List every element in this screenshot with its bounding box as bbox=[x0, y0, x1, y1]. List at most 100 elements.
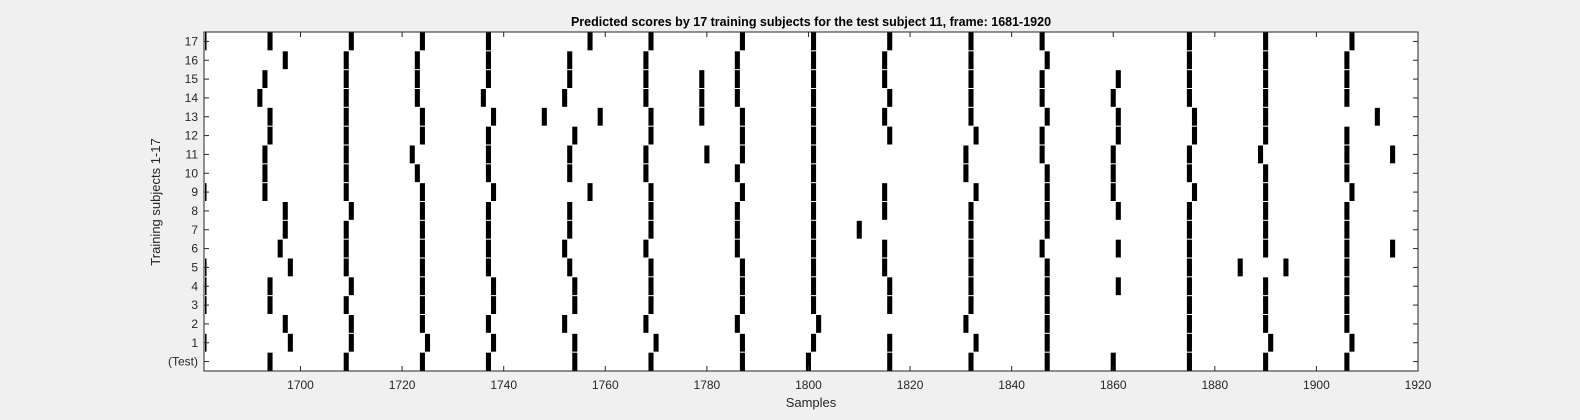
event-mark-row-14-8 bbox=[811, 89, 817, 107]
event-mark-row-17-3 bbox=[419, 32, 425, 51]
x-tick-label: 1820 bbox=[897, 378, 924, 392]
plot-area bbox=[204, 32, 1418, 371]
event-mark-row-test-4 bbox=[572, 352, 578, 371]
event-mark-row-17-9 bbox=[887, 32, 893, 51]
event-mark-row-8-4 bbox=[567, 202, 573, 220]
event-mark-row-10-6 bbox=[734, 164, 740, 183]
y-tick-label: 16 bbox=[185, 53, 199, 67]
event-mark-row-7-3 bbox=[485, 220, 491, 239]
event-mark-row-3-4 bbox=[490, 296, 497, 314]
event-mark-row-1-1 bbox=[287, 333, 293, 352]
y-tick-label: 6 bbox=[191, 242, 198, 256]
event-mark-row-5-4 bbox=[485, 258, 491, 277]
event-mark-row-test-5 bbox=[648, 352, 654, 371]
event-mark-row-14-14 bbox=[1263, 89, 1269, 107]
event-mark-row-15-14 bbox=[1263, 70, 1269, 88]
event-mark-row-5-15 bbox=[1344, 258, 1350, 277]
event-mark-row-13-13 bbox=[1115, 107, 1121, 126]
y-tick-label: 2 bbox=[191, 317, 198, 331]
event-mark-row-6-0 bbox=[277, 239, 283, 258]
event-mark-row-11-5 bbox=[643, 145, 649, 164]
event-mark-row-3-14 bbox=[1344, 296, 1350, 314]
event-mark-row-14-0 bbox=[257, 89, 263, 107]
event-mark-row-test-0 bbox=[267, 352, 273, 371]
event-mark-row-14-13 bbox=[1186, 89, 1192, 107]
event-mark-row-12-9 bbox=[973, 126, 979, 145]
event-mark-row-6-11 bbox=[1115, 239, 1121, 258]
event-mark-row-3-13 bbox=[1263, 296, 1269, 314]
y-tick-label: (Test) bbox=[168, 355, 198, 369]
event-mark-row-10-8 bbox=[963, 164, 969, 183]
event-mark-row-1-5 bbox=[572, 333, 578, 352]
event-mark-row-12-1 bbox=[343, 126, 349, 145]
event-mark-row-3-9 bbox=[887, 296, 893, 314]
event-mark-row-15-13 bbox=[1186, 70, 1192, 88]
event-mark-row-1-7 bbox=[739, 333, 745, 352]
event-mark-row-7-12 bbox=[1263, 220, 1269, 239]
y-tick-label: 10 bbox=[185, 166, 199, 180]
event-mark-row-17-1 bbox=[267, 32, 273, 51]
event-mark-row-5-8 bbox=[811, 258, 817, 277]
event-mark-row-11-11 bbox=[1110, 145, 1116, 164]
event-mark-row-4-7 bbox=[739, 277, 745, 296]
event-mark-row-4-13 bbox=[1186, 277, 1192, 296]
event-mark-row-7-6 bbox=[734, 220, 740, 239]
event-mark-row-11-9 bbox=[963, 145, 969, 164]
event-mark-row-3-10 bbox=[968, 296, 974, 314]
event-mark-row-9-13 bbox=[1191, 183, 1198, 201]
event-mark-row-7-0 bbox=[282, 220, 288, 239]
event-mark-row-9-10 bbox=[973, 183, 979, 201]
event-mark-row-10-5 bbox=[643, 164, 649, 183]
event-mark-row-17-5 bbox=[587, 32, 593, 51]
event-mark-row-12-2 bbox=[419, 126, 425, 145]
event-mark-row-4-11 bbox=[1044, 277, 1050, 296]
event-mark-row-12-8 bbox=[887, 126, 893, 145]
event-mark-row-6-6 bbox=[734, 239, 740, 258]
event-mark-row-15-11 bbox=[1039, 70, 1045, 88]
event-mark-row-test-10 bbox=[1044, 352, 1050, 371]
y-axis-label: Training subjects 1-17 bbox=[148, 138, 163, 265]
event-mark-row-test-6 bbox=[739, 352, 745, 371]
event-mark-row-7-8 bbox=[856, 220, 862, 239]
event-mark-row-13-8 bbox=[739, 107, 745, 126]
event-mark-row-13-6 bbox=[648, 107, 654, 126]
event-mark-row-7-11 bbox=[1186, 220, 1192, 239]
x-tick-label: 1840 bbox=[998, 378, 1025, 392]
event-mark-row-6-8 bbox=[882, 239, 888, 258]
event-mark-row-15-8 bbox=[811, 70, 817, 88]
event-mark-row-12-0 bbox=[267, 126, 273, 145]
event-mark-row-11-1 bbox=[343, 145, 349, 164]
event-mark-row-5-11 bbox=[1044, 258, 1050, 277]
event-mark-row-15-1 bbox=[343, 70, 349, 88]
event-mark-row-9-6 bbox=[648, 183, 654, 201]
event-mark-row-16-11 bbox=[1186, 51, 1192, 70]
event-mark-row-2-7 bbox=[816, 315, 822, 333]
event-mark-row-12-3 bbox=[485, 126, 491, 145]
event-mark-row-3-11 bbox=[1044, 296, 1050, 314]
event-mark-row-test-2 bbox=[419, 352, 425, 371]
event-mark-row-8-7 bbox=[811, 202, 817, 220]
event-mark-row-8-8 bbox=[882, 202, 888, 220]
event-mark-row-2-11 bbox=[1263, 315, 1269, 333]
event-mark-row-test-8 bbox=[887, 352, 893, 371]
event-mark-row-4-14 bbox=[1263, 277, 1269, 296]
event-mark-row-7-10 bbox=[1044, 220, 1050, 239]
event-mark-row-12-14 bbox=[1344, 126, 1350, 145]
event-mark-row-5-1 bbox=[287, 258, 293, 277]
event-mark-row-12-7 bbox=[811, 126, 817, 145]
x-tick-label: 1860 bbox=[1100, 378, 1127, 392]
x-tick-label: 1900 bbox=[1303, 378, 1330, 392]
event-mark-row-15-4 bbox=[567, 70, 573, 88]
event-mark-row-4-15 bbox=[1344, 277, 1350, 296]
event-mark-row-5-3 bbox=[419, 258, 425, 277]
event-mark-row-16-12 bbox=[1263, 51, 1269, 70]
event-mark-row-16-3 bbox=[485, 51, 491, 70]
y-tick-label: 3 bbox=[191, 298, 198, 312]
event-mark-row-15-15 bbox=[1344, 70, 1350, 88]
x-tick-label: 1740 bbox=[490, 378, 517, 392]
event-mark-row-16-8 bbox=[882, 51, 888, 70]
event-mark-row-3-5 bbox=[572, 296, 578, 314]
event-mark-row-12-11 bbox=[1115, 126, 1121, 145]
event-mark-row-8-1 bbox=[348, 202, 354, 220]
event-mark-row-14-3 bbox=[480, 89, 486, 107]
